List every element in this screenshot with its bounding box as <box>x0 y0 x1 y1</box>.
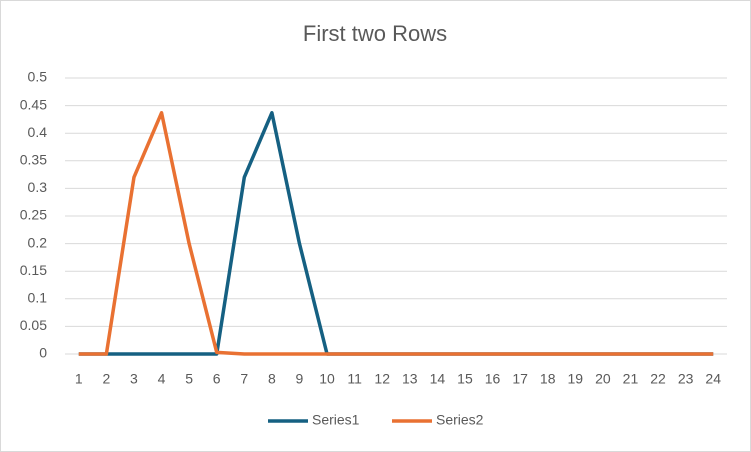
x-tick-label: 20 <box>595 371 611 387</box>
y-tick-label: 0.15 <box>20 262 47 278</box>
y-tick-label: 0 <box>39 345 47 361</box>
y-tick-label: 0.45 <box>20 96 47 112</box>
x-tick-label: 17 <box>512 371 528 387</box>
x-tick-label: 14 <box>430 371 446 387</box>
x-tick-label: 24 <box>705 371 721 387</box>
x-tick-label: 5 <box>185 371 193 387</box>
x-tick-label: 19 <box>568 371 584 387</box>
x-tick-label: 2 <box>102 371 110 387</box>
x-tick-label: 21 <box>623 371 639 387</box>
x-tick-label: 22 <box>650 371 666 387</box>
x-tick-label: 3 <box>130 371 138 387</box>
y-tick-label: 0.4 <box>28 124 48 140</box>
y-tick-label: 0.35 <box>20 152 47 168</box>
x-tick-label: 9 <box>296 371 304 387</box>
legend-label: Series1 <box>312 412 360 428</box>
y-tick-label: 0.25 <box>20 207 47 223</box>
x-tick-label: 7 <box>240 371 248 387</box>
x-tick-label: 18 <box>540 371 556 387</box>
legend-label: Series2 <box>436 412 484 428</box>
x-tick-label: 8 <box>268 371 276 387</box>
y-tick-label: 0.05 <box>20 317 47 333</box>
y-tick-label: 0.5 <box>28 69 48 85</box>
x-tick-label: 23 <box>678 371 694 387</box>
y-tick-label: 0.1 <box>28 290 48 306</box>
x-tick-label: 4 <box>158 371 166 387</box>
x-tick-label: 1 <box>75 371 83 387</box>
y-tick-label: 0.3 <box>28 179 48 195</box>
chart-title: First two Rows <box>303 21 447 46</box>
x-tick-label: 16 <box>485 371 501 387</box>
x-tick-label: 12 <box>374 371 390 387</box>
y-tick-label: 0.2 <box>28 234 48 250</box>
x-tick-label: 15 <box>457 371 473 387</box>
x-tick-label: 10 <box>319 371 335 387</box>
x-tick-label: 13 <box>402 371 418 387</box>
x-tick-label: 6 <box>213 371 221 387</box>
x-tick-label: 11 <box>347 371 362 387</box>
series-line <box>78 111 714 356</box>
